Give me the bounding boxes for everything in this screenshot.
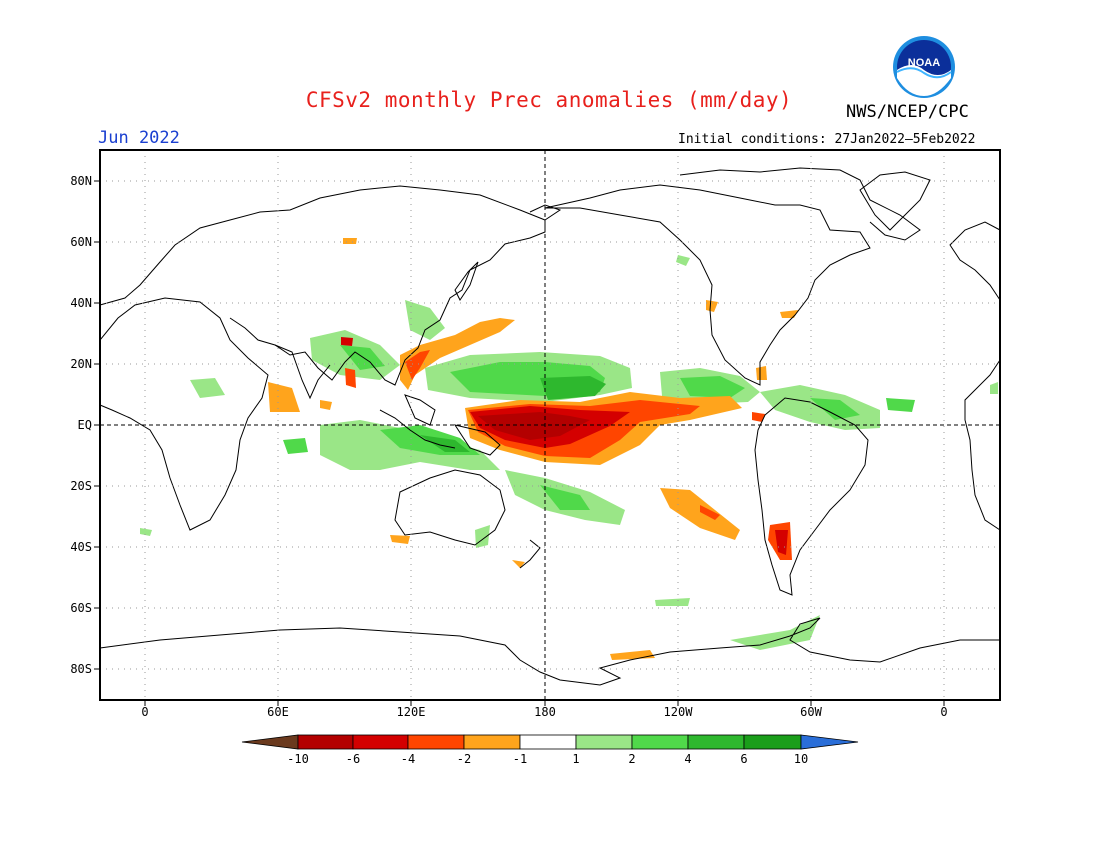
lat-label-80n: 80N [70, 174, 92, 188]
colorbar-label-6: 6 [740, 752, 748, 766]
lon-label-180: 180 [534, 705, 556, 719]
colorbar-bin-1 [297, 734, 354, 750]
map-title: CFSv2 monthly Prec anomalies (mm/day) [305, 88, 793, 112]
coastlines [99, 167, 1001, 686]
colorbar-bin-9 [743, 734, 802, 750]
colorbar-bin-4 [463, 734, 521, 750]
initial-conditions: Initial conditions: 27Jan2022—5Feb2022 [678, 132, 976, 147]
colorbar-bin-2 [352, 734, 409, 750]
lon-label-60e: 60E [267, 705, 289, 719]
colorbar-bin-6 [575, 734, 633, 750]
noaa-logo: NOAA [893, 36, 955, 98]
colorbar-left-arrow [241, 734, 299, 750]
lat-label-80s: 80S [70, 662, 92, 676]
colorbar-label-minus1: -1 [512, 752, 528, 766]
positive-anomalies [140, 255, 998, 650]
colorbar [241, 734, 859, 750]
colorbar-label-2: 2 [628, 752, 636, 766]
colorbar-bin-5 [519, 734, 577, 750]
lon-label-0: 0 [141, 705, 149, 719]
grid-lines [100, 150, 1000, 700]
colorbar-label-1: 1 [572, 752, 580, 766]
colorbar-label-minus4: -4 [400, 752, 416, 766]
forecast-month: Jun 2022 [98, 128, 180, 148]
lat-label-20n: 20N [70, 357, 92, 371]
organization-label: NWS/NCEP/CPC [846, 102, 969, 122]
axis-ticks [94, 180, 945, 706]
lon-label-120e: 120E [396, 705, 426, 719]
lat-label-20s: 20S [70, 479, 92, 493]
negative-anomalies [268, 238, 798, 660]
colorbar-label-minus10: -10 [287, 752, 309, 766]
lat-label-40n: 40N [70, 296, 92, 310]
colorbar-bin-3 [407, 734, 465, 750]
svg-text:NOAA: NOAA [908, 57, 940, 69]
colorbar-bin-8 [687, 734, 745, 750]
lon-label-120w: 120W [663, 705, 693, 719]
colorbar-right-arrow [800, 734, 859, 750]
lat-label-60n: 60N [70, 235, 92, 249]
colorbar-label-minus2: -2 [456, 752, 472, 766]
map-area [94, 149, 1001, 706]
lat-label-40s: 40S [70, 540, 92, 554]
lat-label-eq: EQ [77, 418, 92, 432]
colorbar-bin-7 [631, 734, 689, 750]
lat-label-60s: 60S [70, 601, 92, 615]
colorbar-label-minus6: -6 [345, 752, 361, 766]
lon-label-60w: 60W [800, 705, 822, 719]
lon-label-0-east: 0 [940, 705, 948, 719]
colorbar-label-4: 4 [684, 752, 692, 766]
colorbar-label-10: 10 [793, 752, 809, 766]
